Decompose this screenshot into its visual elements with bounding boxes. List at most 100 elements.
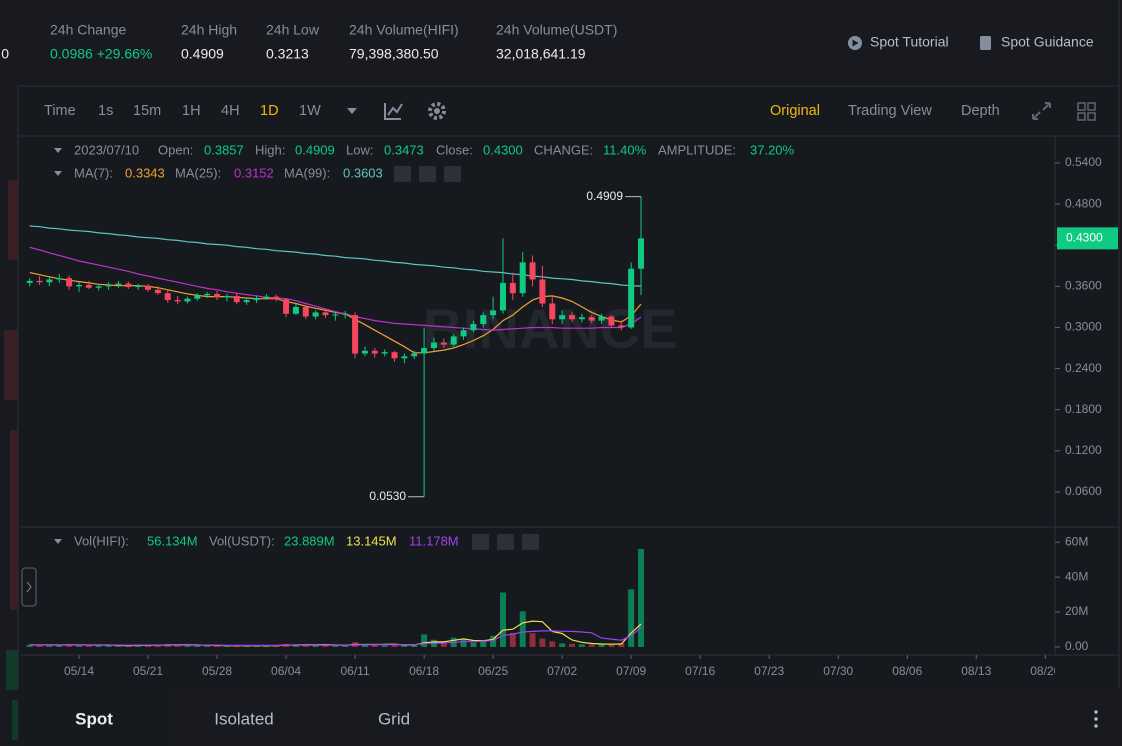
fullscreen-icon[interactable] (1032, 102, 1051, 120)
stat-value: 0.3213 (266, 46, 309, 62)
volume-bar (184, 645, 191, 647)
candle-body (342, 313, 349, 315)
low-label: 0.0530 (369, 489, 406, 503)
x-tick-label: 08/06 (892, 664, 922, 678)
candle-body (509, 282, 516, 294)
candle-body (174, 300, 181, 302)
stat-label: 24h Change (50, 22, 127, 38)
volume-bar (608, 643, 615, 647)
stat-value: 32,018,641.19 (496, 46, 586, 62)
tabs-bg (18, 688, 1119, 746)
stat-label: 24h Low (266, 22, 320, 38)
legend-toggle[interactable] (54, 539, 62, 544)
candle-body (539, 279, 546, 304)
legend-date: 2023/07/10 (74, 142, 139, 157)
volume-y-tick-label: 0.00 (1065, 639, 1089, 653)
x-tick-label: 06/11 (341, 664, 370, 678)
volume-bar (125, 645, 132, 647)
indicator-icon[interactable] (384, 103, 403, 120)
candle-body (411, 353, 418, 357)
legend-value: 0.4909 (295, 142, 335, 157)
more-intervals[interactable] (347, 108, 357, 114)
more-menu[interactable] (1094, 710, 1098, 728)
header-bg (0, 0, 1122, 86)
candle-body (154, 289, 161, 294)
candle-body (549, 303, 556, 320)
x-tick-label: 07/09 (616, 664, 646, 678)
last-price-label: 0.4300 (1066, 231, 1103, 245)
view-tab[interactable]: Depth (961, 103, 1000, 119)
view-tab[interactable]: Original (770, 103, 820, 119)
candle-body (184, 298, 191, 302)
legend-value: 0.4300 (483, 142, 523, 157)
legend-icon[interactable] (444, 166, 461, 182)
legend-toggle[interactable] (54, 148, 62, 153)
spot-tutorial-link[interactable]: Spot Tutorial (870, 34, 949, 50)
volume-bar (440, 643, 447, 647)
candle-body (421, 348, 428, 354)
legend-label: CHANGE: (534, 142, 593, 157)
legend-value: 11.40% (603, 142, 647, 157)
volume-bar (588, 644, 595, 647)
ma-legend-value: 0.3603 (343, 165, 383, 180)
legend-icon[interactable] (394, 166, 411, 182)
spot-guidance-link[interactable]: Spot Guidance (1001, 34, 1094, 50)
view-tab[interactable]: Trading View (848, 103, 932, 119)
volume-bar (618, 642, 625, 647)
candle-body (638, 238, 645, 269)
legend-toggle[interactable] (54, 171, 62, 176)
ma-legend-value: 0.3152 (234, 165, 274, 180)
x-tick-label: 06/25 (478, 664, 508, 678)
layout-icon[interactable] (1077, 102, 1096, 121)
interval[interactable]: 4H (221, 103, 240, 119)
y-tick-label: 0.3600 (1065, 279, 1102, 293)
legend-icon[interactable] (522, 534, 539, 550)
volume-bar (312, 645, 319, 647)
candle-body (401, 356, 408, 359)
volume-bar (66, 644, 73, 647)
candle-body (618, 325, 625, 328)
collapse-button[interactable] (21, 567, 37, 607)
settings-icon[interactable] (428, 102, 446, 120)
bottom-tab[interactable]: Grid (378, 709, 410, 728)
candle-body (470, 324, 477, 331)
volume-bar (85, 645, 92, 647)
candle-body (608, 316, 615, 326)
candle-body (490, 310, 497, 316)
interval[interactable]: 1H (182, 103, 201, 119)
x-tick-label: 08/20 (1030, 664, 1060, 678)
candle-body (194, 295, 201, 299)
bottom-tab[interactable]: Isolated (214, 709, 274, 728)
legend-icon[interactable] (497, 534, 514, 550)
x-tick-label: 07/02 (547, 664, 577, 678)
interval[interactable]: 1W (299, 103, 321, 119)
interval[interactable]: 1D (260, 103, 279, 119)
volume-bar (519, 611, 526, 647)
bottom-tab[interactable]: Spot (75, 709, 113, 728)
candle-body (578, 317, 585, 320)
y-tick-label: 0.1800 (1065, 402, 1102, 416)
x-tick-label: 05/28 (202, 664, 232, 678)
interval[interactable]: 1s (98, 103, 113, 119)
candle-body (233, 295, 240, 303)
volume-bar (549, 641, 556, 647)
ma-legend-label: MA(99): (284, 165, 330, 180)
candle-body (322, 312, 329, 316)
candle-body (115, 283, 122, 285)
volume-bar (598, 644, 605, 647)
legend-icon[interactable] (472, 534, 489, 550)
volume-bar (194, 645, 201, 647)
candle-body (371, 350, 378, 354)
candle-body (95, 286, 102, 288)
candle-body (361, 350, 368, 354)
interval[interactable]: 15m (133, 103, 161, 119)
volume-bar (361, 644, 368, 647)
candle-body (36, 280, 43, 283)
candle-body (430, 342, 437, 349)
candle-body (66, 278, 73, 287)
y-tick-label: 0.1200 (1065, 443, 1102, 457)
volume-legend-value: 13.145M (346, 533, 397, 548)
stat-value: 0.4909 (181, 46, 224, 62)
legend-label: Low: (346, 142, 373, 157)
legend-icon[interactable] (419, 166, 436, 182)
